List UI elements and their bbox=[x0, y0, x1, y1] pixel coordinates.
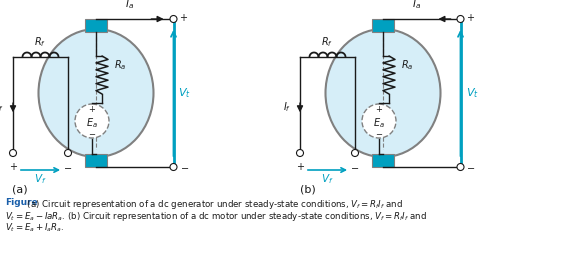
Text: +: + bbox=[466, 13, 474, 23]
Bar bbox=[85, 154, 107, 167]
Text: $R_a$: $R_a$ bbox=[401, 58, 414, 72]
Circle shape bbox=[75, 104, 109, 138]
Bar bbox=[372, 19, 394, 32]
Ellipse shape bbox=[325, 29, 440, 157]
Text: $R_f$: $R_f$ bbox=[35, 35, 47, 49]
Circle shape bbox=[170, 15, 177, 23]
Text: $-$: $-$ bbox=[63, 162, 73, 172]
Text: $E_a$: $E_a$ bbox=[373, 116, 385, 130]
Text: $-$: $-$ bbox=[466, 162, 475, 172]
Bar bbox=[85, 19, 107, 32]
Circle shape bbox=[457, 163, 464, 170]
Text: $V_t = E_a + I_aR_a$.: $V_t = E_a + I_aR_a$. bbox=[5, 222, 64, 234]
Text: $I_f$: $I_f$ bbox=[283, 100, 291, 114]
Text: $-$: $-$ bbox=[375, 128, 383, 137]
Text: $V_f$: $V_f$ bbox=[321, 172, 334, 186]
Text: $R_a$: $R_a$ bbox=[114, 58, 126, 72]
Text: $-$: $-$ bbox=[179, 162, 189, 172]
Bar bbox=[372, 154, 394, 167]
Text: (a) Circuit representation of a dc generator under steady-state conditions, $V_f: (a) Circuit representation of a dc gener… bbox=[5, 198, 403, 211]
Text: +: + bbox=[88, 105, 95, 114]
Text: $R_f$: $R_f$ bbox=[321, 35, 334, 49]
Text: $E_a$: $E_a$ bbox=[86, 116, 98, 130]
Circle shape bbox=[170, 163, 177, 170]
Circle shape bbox=[9, 150, 17, 157]
Text: $V_t = E_a - IaR_a$. (b) Circuit representation of a dc motor under steady-state: $V_t = E_a - IaR_a$. (b) Circuit represe… bbox=[5, 210, 427, 223]
Text: +: + bbox=[9, 162, 17, 172]
Text: +: + bbox=[179, 13, 188, 23]
Text: $I_a$: $I_a$ bbox=[412, 0, 421, 11]
Text: $-$: $-$ bbox=[88, 128, 96, 137]
Text: +: + bbox=[376, 105, 383, 114]
Text: $I_f$: $I_f$ bbox=[0, 100, 4, 114]
Circle shape bbox=[297, 150, 304, 157]
Text: +: + bbox=[296, 162, 304, 172]
Ellipse shape bbox=[39, 29, 153, 157]
Text: (b): (b) bbox=[300, 185, 316, 195]
Text: Figure: Figure bbox=[5, 198, 38, 207]
Circle shape bbox=[362, 104, 396, 138]
Text: $V_t$: $V_t$ bbox=[466, 86, 478, 100]
Text: $I_a$: $I_a$ bbox=[125, 0, 134, 11]
Circle shape bbox=[351, 150, 358, 157]
Text: (a): (a) bbox=[12, 185, 28, 195]
Text: $V_t$: $V_t$ bbox=[178, 86, 192, 100]
Text: $V_f$: $V_f$ bbox=[34, 172, 47, 186]
Text: $-$: $-$ bbox=[350, 162, 359, 172]
Circle shape bbox=[457, 15, 464, 23]
Circle shape bbox=[65, 150, 72, 157]
